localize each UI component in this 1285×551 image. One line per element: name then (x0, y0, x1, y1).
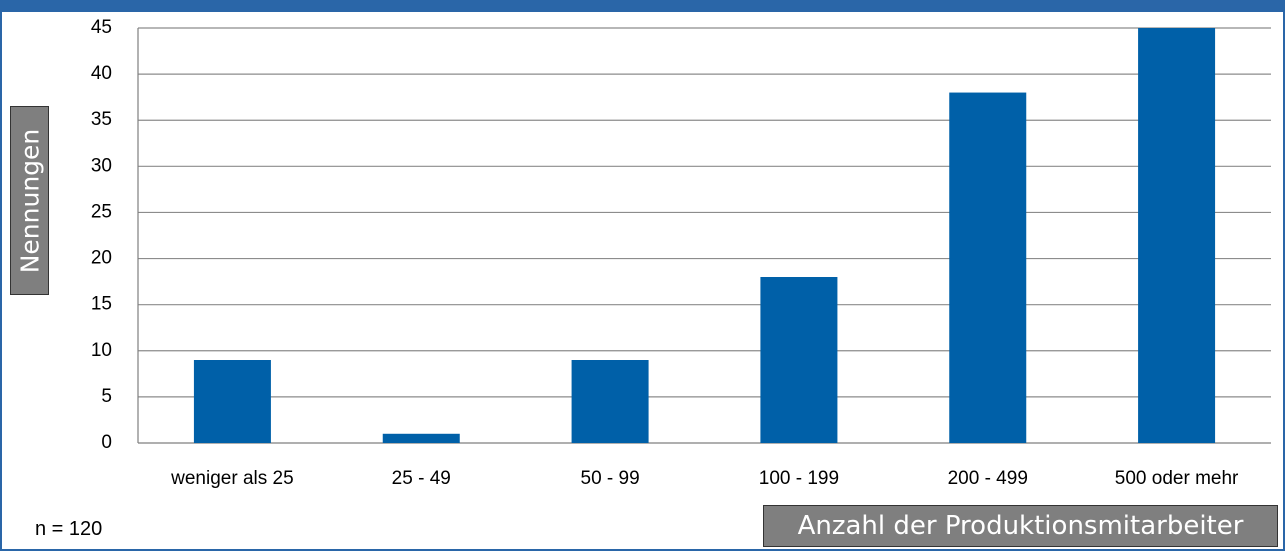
y-tick-label: 45 (91, 17, 112, 38)
x-tick-label: 100 - 199 (759, 468, 839, 489)
y-tick-label: 5 (101, 386, 112, 407)
bar (949, 92, 1027, 444)
bar (382, 433, 460, 443)
x-tick-label: 25 - 49 (392, 468, 451, 489)
y-tick-label: 10 (91, 340, 112, 361)
y-tick-label: 35 (91, 109, 112, 130)
y-tick-label: 15 (91, 294, 112, 315)
y-tick-label: 30 (91, 155, 112, 176)
sample-size-note: n = 120 (35, 518, 103, 540)
y-tick-label: 20 (91, 248, 112, 269)
x-tick-label: 50 - 99 (581, 468, 640, 489)
x-tick-label: weniger als 25 (170, 468, 294, 489)
y-axis-title: Nennungen (15, 128, 44, 273)
x-tick-label: 200 - 499 (948, 468, 1028, 489)
y-tick-label: 25 (91, 201, 112, 222)
bar (193, 360, 271, 443)
x-axis-title: Anzahl der Produktionsmitarbeiter (763, 505, 1278, 547)
bar (571, 360, 649, 443)
gridlines (137, 27, 1271, 444)
y-tick-labels: 0 5 10 15 20 25 30 35 40 45 (91, 17, 112, 453)
bar (1138, 28, 1216, 443)
y-axis-title-box: Nennungen (10, 106, 49, 295)
x-tick-label: 500 oder mehr (1115, 468, 1239, 489)
top-border-band (0, 0, 1285, 12)
x-tick-labels: weniger als 25 25 - 49 50 - 99 100 - 199 200… (170, 468, 1239, 489)
bar (760, 277, 838, 443)
y-tick-label: 40 (91, 63, 112, 84)
y-tick-label: 0 (101, 432, 112, 453)
bars (193, 28, 1216, 444)
